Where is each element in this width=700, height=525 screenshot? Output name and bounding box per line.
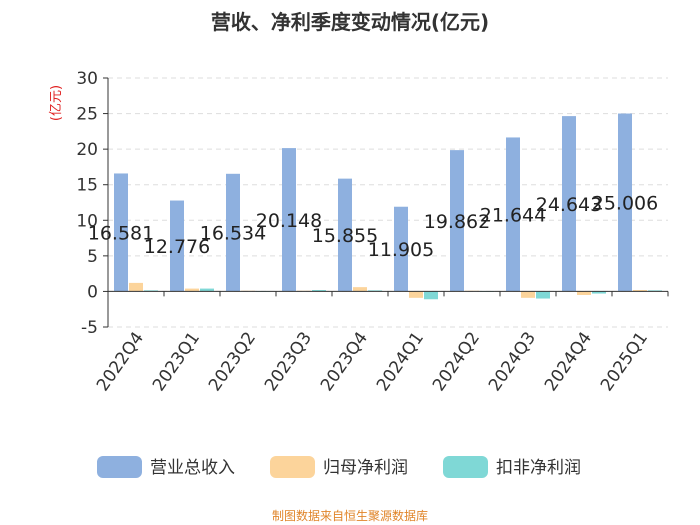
data-label-revenue: 21.644	[480, 204, 546, 226]
data-label-revenue: 12.776	[144, 236, 210, 258]
data-label-revenue: 16.534	[200, 223, 266, 245]
y-tick-label: 15	[76, 176, 98, 196]
bar-deducted-net-profit	[424, 291, 438, 300]
bar-net-profit	[353, 287, 367, 292]
bar-deducted-net-profit	[592, 291, 606, 294]
data-label-revenue: 19.862	[424, 211, 490, 233]
y-tick-label: 10	[76, 211, 98, 231]
x-tick-label: 2024Q2	[429, 328, 484, 395]
x-tick-label: 2025Q1	[597, 328, 652, 395]
x-tick-label: 2023Q3	[261, 328, 316, 395]
data-label-revenue: 20.148	[256, 210, 322, 232]
bar-net-profit	[577, 291, 591, 295]
legend-label: 归母净利润	[323, 458, 408, 478]
bar-revenue	[114, 173, 128, 292]
bar-revenue	[338, 178, 352, 292]
legend-swatch	[270, 456, 315, 478]
y-axis-label: (亿元)	[49, 85, 64, 121]
bar-deducted-net-profit	[648, 290, 662, 292]
x-tick-label: 2023Q2	[205, 328, 260, 395]
y-tick-label: 30	[76, 69, 98, 89]
bar-net-profit	[521, 291, 535, 298]
bar-net-profit	[185, 288, 199, 292]
legend-label: 营业总收入	[150, 458, 235, 478]
x-tick-label: 2023Q4	[317, 328, 372, 395]
bar-revenue	[170, 200, 184, 292]
y-tick-label: 5	[87, 247, 98, 267]
bar-revenue	[450, 150, 464, 292]
x-tick-label: 2024Q4	[541, 328, 596, 395]
legend-swatch	[97, 456, 142, 478]
bar-deducted-net-profit	[312, 290, 326, 292]
data-label-revenue: 24.643	[536, 194, 602, 216]
data-source-note: 制图数据来自恒生聚源数据库	[271, 509, 428, 523]
chart-title: 营收、净利季度变动情况(亿元)	[210, 10, 490, 34]
bar-revenue	[506, 137, 520, 292]
y-tick-label: 25	[76, 105, 98, 125]
legend-label: 扣非净利润	[496, 458, 581, 478]
y-tick-label: -5	[81, 318, 98, 338]
data-label-revenue: 15.855	[312, 225, 378, 247]
x-tick-label: 2024Q3	[485, 328, 540, 395]
bar-deducted-net-profit	[144, 290, 158, 292]
bar-deducted-net-profit	[536, 291, 550, 299]
data-label-revenue: 25.006	[592, 192, 658, 214]
x-tick-label: 2024Q1	[373, 328, 428, 395]
x-tick-label: 2023Q1	[149, 328, 204, 395]
data-label-revenue: 11.905	[368, 239, 434, 261]
bar-revenue	[282, 148, 296, 292]
bar-net-profit	[129, 282, 143, 292]
x-tick-label: 2022Q4	[93, 328, 148, 395]
bar-deducted-net-profit	[200, 288, 214, 292]
data-label-revenue: 16.581	[88, 222, 154, 244]
bar-revenue	[618, 113, 632, 292]
bar-deducted-net-profit	[368, 290, 382, 292]
bar-revenue	[394, 206, 408, 292]
y-tick-label: 20	[76, 140, 98, 160]
bar-revenue	[226, 173, 240, 292]
bar-revenue	[562, 116, 576, 292]
bar-net-profit	[409, 291, 423, 298]
y-tick-label: 0	[87, 282, 98, 302]
legend-swatch	[443, 456, 488, 478]
bar-net-profit	[633, 290, 647, 292]
